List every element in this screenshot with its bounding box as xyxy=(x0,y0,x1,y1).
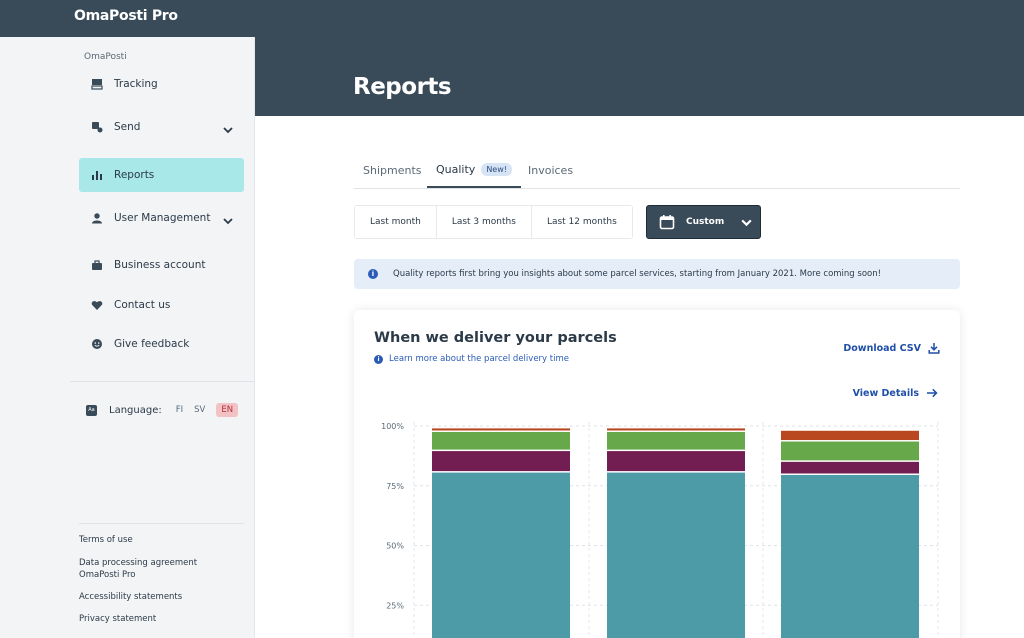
calendar-icon xyxy=(659,214,675,230)
sidebar-item-business-account[interactable]: Business account xyxy=(79,248,244,282)
sidebar-section-label: OmaPosti xyxy=(84,52,127,62)
y-tick-label: 75% xyxy=(386,482,404,491)
info-banner-text: Quality reports first bring you insights… xyxy=(393,269,882,279)
info-banner: i Quality reports first bring you insigh… xyxy=(354,259,960,289)
delivery-report-card: When we deliver your parcels i Learn mor… xyxy=(354,310,960,638)
sidebar-item-label: Business account xyxy=(114,259,206,271)
y-tick-label: 25% xyxy=(386,601,404,610)
briefcase-icon xyxy=(90,258,104,272)
y-tick-label: 100% xyxy=(381,422,404,431)
new-badge: New! xyxy=(481,162,512,176)
y-tick-label: 50% xyxy=(386,542,404,551)
sidebar-item-tracking[interactable]: Tracking xyxy=(79,67,244,101)
send-icon xyxy=(90,120,104,134)
footer-link-line: OmaPosti Pro xyxy=(79,570,136,580)
sidebar-item-contact-us[interactable]: Contact us xyxy=(79,288,244,322)
reports-icon xyxy=(90,168,104,182)
sidebar-item-label: User Management xyxy=(114,212,211,224)
sidebar-item-label: Contact us xyxy=(114,299,171,311)
footer-link-line: Data processing agreement xyxy=(79,558,198,568)
bar-segment[interactable] xyxy=(781,461,919,474)
learn-more-text: Learn more about the parcel delivery tim… xyxy=(389,354,569,364)
view-details-label: View Details xyxy=(852,387,919,399)
sidebar-footer-divider xyxy=(79,523,244,524)
bar-segment[interactable] xyxy=(432,451,570,472)
tab-invoices[interactable]: Invoices xyxy=(519,152,582,189)
smiley-icon xyxy=(90,337,104,351)
sidebar-item-label: Give feedback xyxy=(114,338,190,350)
data-processing-agreement-link[interactable]: Data processing agreement OmaPosti Pro xyxy=(79,557,197,581)
privacy-statement-link[interactable]: Privacy statement xyxy=(79,614,157,624)
language-option-en[interactable]: EN xyxy=(216,403,239,417)
sidebar-item-give-feedback[interactable]: Give feedback xyxy=(79,327,244,361)
download-csv-button[interactable]: Download CSV xyxy=(843,342,940,354)
sidebar-item-reports[interactable]: Reports xyxy=(79,158,244,192)
view-details-link[interactable]: View Details xyxy=(853,387,938,399)
bar-segment[interactable] xyxy=(781,430,919,441)
delivery-chart: 100% 75% 50% 25% xyxy=(381,422,939,638)
custom-label: Custom xyxy=(686,217,725,227)
user-icon xyxy=(90,211,104,225)
bar-segment[interactable] xyxy=(781,474,919,638)
language-option-fi[interactable]: FI xyxy=(175,405,184,415)
last-3-months-button[interactable]: Last 3 months xyxy=(436,206,532,238)
tab-label: Invoices xyxy=(528,164,574,177)
info-icon: i xyxy=(368,269,378,279)
language-option-sv[interactable]: SV xyxy=(194,405,206,415)
info-icon: i xyxy=(374,354,383,364)
sidebar-item-send[interactable]: Send xyxy=(79,110,244,144)
report-tabs: Shipments Quality New! Invoices xyxy=(354,152,960,189)
download-icon xyxy=(928,342,940,354)
bar-segment[interactable] xyxy=(781,441,919,461)
sidebar-divider xyxy=(70,381,255,382)
heart-icon xyxy=(90,298,104,312)
sidebar-item-label: Send xyxy=(114,121,141,133)
sidebar: OmaPosti Tracking Send Reports User Mana… xyxy=(0,37,255,638)
bar-segment[interactable] xyxy=(607,472,745,638)
tab-quality[interactable]: Quality New! xyxy=(427,152,521,188)
chevron-down-icon[interactable] xyxy=(222,121,234,134)
bar-segment[interactable] xyxy=(607,451,745,472)
bar-segment[interactable] xyxy=(607,428,745,431)
bar-segment[interactable] xyxy=(607,431,745,450)
language-label: Language: xyxy=(109,404,162,416)
bar-segment[interactable] xyxy=(432,472,570,638)
last-month-button[interactable]: Last month xyxy=(355,206,437,238)
language-selector: Aa Language: FI SV EN xyxy=(86,403,239,417)
sidebar-item-label: Tracking xyxy=(114,78,158,90)
header-band xyxy=(255,37,1024,116)
language-icon: Aa xyxy=(86,404,97,416)
app-logo[interactable]: OmaPosti Pro xyxy=(74,8,178,24)
bar-segment[interactable] xyxy=(432,431,570,450)
chevron-down-icon xyxy=(740,216,753,229)
tracking-icon xyxy=(90,77,104,91)
terms-of-use-link[interactable]: Terms of use xyxy=(79,535,133,545)
tab-label: Shipments xyxy=(363,164,422,177)
accessibility-statements-link[interactable]: Accessibility statements xyxy=(79,592,183,602)
tab-label: Quality xyxy=(436,162,476,176)
download-csv-label: Download CSV xyxy=(843,342,921,354)
page-title: Reports xyxy=(353,74,452,100)
top-bar: OmaPosti Pro xyxy=(0,0,1024,37)
sidebar-item-label: Reports xyxy=(114,169,155,181)
arrow-right-icon xyxy=(926,387,938,399)
learn-more-link[interactable]: i Learn more about the parcel delivery t… xyxy=(374,354,569,364)
last-12-months-button[interactable]: Last 12 months xyxy=(531,206,632,238)
sidebar-item-user-management[interactable]: User Management xyxy=(79,201,244,235)
custom-period-button[interactable]: Custom xyxy=(646,205,761,239)
bar-segment[interactable] xyxy=(432,428,570,431)
tab-shipments[interactable]: Shipments xyxy=(354,152,431,189)
period-selector: Last month Last 3 months Last 12 months xyxy=(354,205,633,239)
chevron-down-icon[interactable] xyxy=(222,212,234,225)
card-title: When we deliver your parcels xyxy=(374,330,617,346)
